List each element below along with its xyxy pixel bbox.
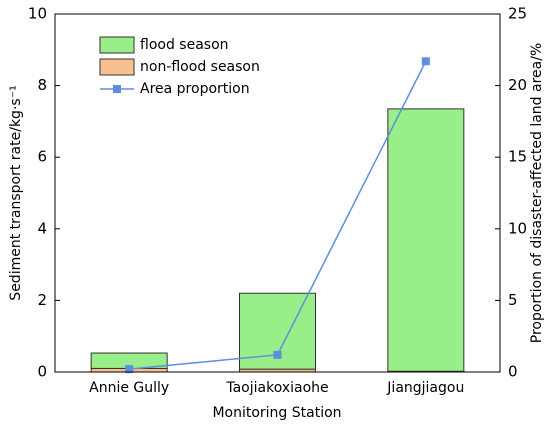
- y2-tick-label: 5: [508, 291, 518, 309]
- line-marker: [125, 365, 134, 374]
- line-marker: [273, 350, 282, 359]
- y2-tick-label: 15: [508, 148, 527, 166]
- y2-tick-label: 0: [508, 363, 518, 381]
- legend-label: Area proportion: [140, 81, 250, 97]
- x-tick-label: Annie Gully: [89, 380, 169, 396]
- y-axis-title: Sediment transport rate/kg·s⁻¹: [8, 85, 24, 300]
- y2-tick-label: 10: [508, 219, 527, 237]
- line-marker: [421, 57, 430, 66]
- y-tick-label: 6: [37, 148, 47, 166]
- y-tick-label: 2: [37, 291, 47, 309]
- y-tick-label: 4: [37, 219, 47, 237]
- plot-frame: [54, 13, 501, 373]
- legend-label: non-flood season: [140, 59, 260, 75]
- y-tick-label: 0: [37, 363, 47, 381]
- legend-swatch: [99, 36, 135, 54]
- y2-axis-title: Proportion of disaster-affected land are…: [529, 43, 545, 343]
- x-tick-label: Taojiakoxiaohe: [225, 380, 328, 396]
- legend-swatch: [99, 58, 135, 76]
- bar: [387, 108, 465, 372]
- y-tick-label: 10: [28, 5, 47, 23]
- y-tick-label: 8: [37, 76, 47, 94]
- x-axis-title: Monitoring Station: [212, 405, 341, 421]
- y2-tick-label: 25: [508, 5, 527, 23]
- legend-marker: [113, 85, 121, 93]
- x-tick-label: Jiangjiagou: [386, 380, 464, 396]
- legend-label: flood season: [140, 37, 229, 53]
- y2-tick-label: 20: [508, 76, 527, 94]
